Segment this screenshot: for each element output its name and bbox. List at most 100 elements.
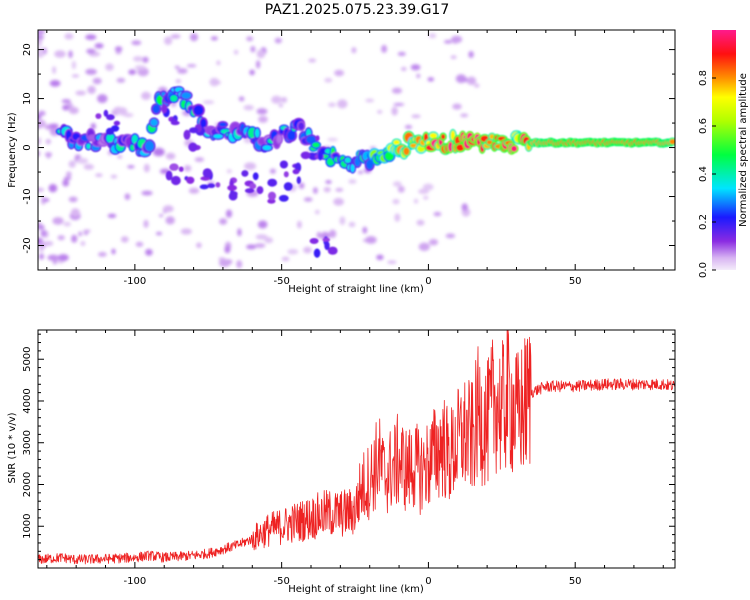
spectrogram-cell [142, 56, 149, 63]
y-tick-label: 10 [22, 92, 33, 105]
spectrogram-cell [256, 186, 264, 195]
spectrogram-cell [397, 185, 405, 193]
spectrogram-cell [210, 36, 218, 41]
spectrogram-cell [113, 120, 121, 126]
spectrogram-cell [381, 44, 388, 53]
spectrogram-cell [186, 64, 197, 68]
spectrogram-cell [394, 213, 401, 222]
spectrogram-cell [384, 151, 394, 161]
spectrogram-cell [38, 150, 41, 157]
spectrogram-cell [287, 249, 299, 255]
spectrogram-cell [134, 65, 146, 70]
colorbar-gradient [712, 30, 736, 270]
colorbar: 0.0 0.2 0.4 0.6 0.8 Normalized spectral ampl… [698, 30, 749, 278]
spectrogram-cell [75, 90, 86, 96]
spectrogram-cell [254, 243, 266, 249]
spectrogram-cell [95, 173, 103, 177]
figure-title: PAZ1.2025.075.23.39.G17 [265, 2, 450, 18]
spectrogram-cell [303, 246, 312, 254]
spectrogram-cell [281, 256, 290, 262]
spectrogram-cell [411, 114, 421, 119]
spectrogram-cell [377, 110, 383, 114]
spectrogram-cell [225, 209, 233, 218]
snr-y-label: SNR (10 * v/v) [7, 412, 18, 483]
spectrogram-cell [348, 221, 356, 228]
spectrogram-cell [322, 237, 330, 242]
spectrogram-cell [300, 151, 311, 160]
spectrogram-cell [274, 37, 282, 44]
spectrogram-cell [124, 193, 131, 200]
spectrogram-cell [452, 36, 458, 44]
spectrogram-cell [256, 108, 268, 115]
spectrogram-cell [161, 103, 168, 114]
spectrogram-cell [64, 33, 74, 40]
x-tick-label: 0 [425, 276, 431, 287]
spectrogram-cell [351, 47, 357, 54]
spectrogram-cell [38, 141, 42, 145]
colorbar-tick-label: 0.2 [698, 214, 709, 230]
spectrogram-cell [83, 229, 91, 233]
spectrogram-cell [298, 182, 305, 189]
spectrogram-cell [283, 182, 293, 191]
spectrogram-cell [393, 103, 405, 106]
y-tick-label: 20 [22, 43, 33, 56]
spectrogram-cell [216, 60, 221, 66]
spectrogram-cell [162, 205, 174, 213]
spectrogram-cell [116, 77, 126, 83]
spectrogram-cell [418, 242, 430, 251]
spectrogram-cell [328, 102, 336, 108]
spectrogram-cell [68, 106, 79, 115]
spectrogram-cell [450, 55, 457, 59]
spectrogram-x-ticks: -100 -50 0 50 [46, 30, 664, 287]
spectrogram-cell [207, 183, 216, 188]
spectrogram-cell [170, 34, 181, 39]
spectrogram-cell [214, 80, 221, 85]
spectrogram-cell [171, 175, 181, 186]
x-tick-label: -50 [273, 276, 289, 287]
spectrogram-cell [255, 234, 268, 240]
spectrogram-y-label: Frequency (Hz) [7, 112, 18, 188]
spectrogram-cell [269, 168, 276, 174]
spectrogram-cell [189, 127, 199, 134]
spectrogram-cell [106, 114, 115, 121]
spectrogram-cell [86, 48, 96, 54]
spectrogram-cell [178, 166, 184, 172]
spectrogram-cell [193, 105, 204, 116]
spectrogram-cell [249, 69, 255, 76]
spectrogram-cell [123, 113, 134, 118]
spectrogram-cell [117, 155, 123, 159]
spectrogram-cell [365, 98, 375, 103]
x-tick-label: -50 [273, 576, 289, 587]
spectrogram-cell [97, 94, 108, 104]
spectrogram-cell [422, 183, 434, 191]
x-tick-label: 50 [569, 576, 582, 587]
y-tick-label: 2000 [22, 472, 33, 497]
snr-x-label: Height of straight line (km) [288, 584, 424, 595]
spectrogram-cell [62, 179, 70, 187]
spectrogram-cell [90, 123, 97, 130]
spectrogram-cell [38, 114, 42, 120]
spectrogram-cell [143, 163, 150, 173]
spectrogram-cell [115, 51, 122, 55]
spectrogram-cell [410, 143, 418, 148]
spectrogram-cell [143, 219, 149, 228]
x-tick-label: -100 [124, 576, 147, 587]
spectrogram-cell [188, 187, 200, 194]
spectrogram-cell [165, 152, 176, 160]
spectrogram-cell [165, 170, 173, 181]
spectrogram-cell [128, 69, 137, 75]
spectrogram-cell [445, 233, 456, 239]
spectrogram-cell [186, 176, 195, 184]
spectrogram-cell [183, 129, 191, 140]
spectrogram-cell [43, 198, 50, 202]
spectrogram-cell [292, 168, 300, 175]
colorbar-tick-label: 0.6 [698, 118, 709, 134]
spectrogram-cell [86, 143, 91, 149]
x-tick-label: 50 [569, 276, 582, 287]
y-tick-label: 1000 [22, 513, 33, 538]
spectrogram-cell [233, 49, 239, 55]
spectrogram-cell [202, 100, 215, 104]
spectrogram-cell [486, 140, 493, 145]
spectrogram-cell [348, 179, 357, 184]
spectrogram-cell [452, 103, 462, 110]
